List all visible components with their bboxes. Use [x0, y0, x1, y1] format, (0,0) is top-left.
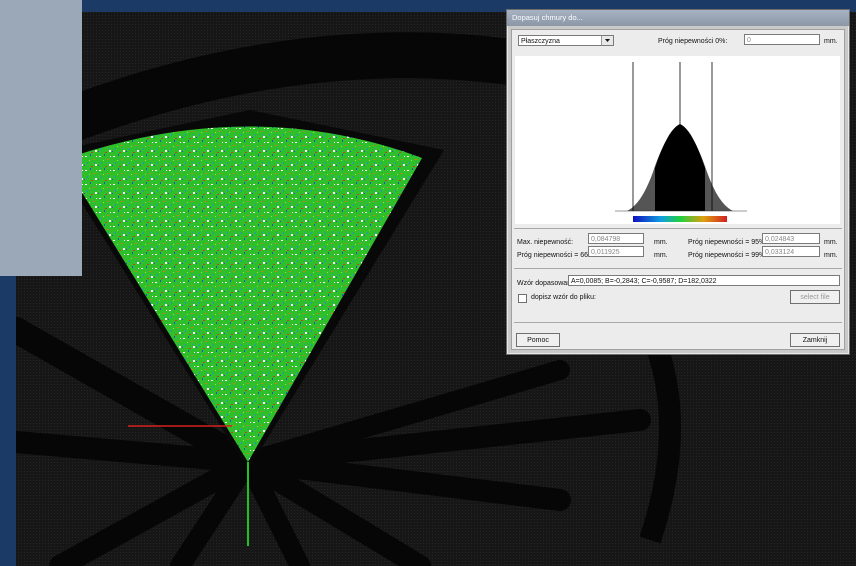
point-cloud-sector — [62, 126, 422, 462]
select-file-button[interactable]: select file — [790, 290, 840, 304]
color-scale-bar — [633, 216, 727, 222]
dialog-client: Płaszczyzna Próg niepewności 0%: 0 mm. — [511, 29, 845, 350]
max-uncertainty-value: 0,084798 — [588, 233, 644, 244]
dialog-titlebar[interactable]: Dopasuj chmury do... — [507, 10, 849, 26]
append-checkbox[interactable] — [518, 294, 527, 303]
threshold-label: Próg niepewności 0%: — [658, 38, 728, 45]
threshold-unit: mm. — [824, 38, 838, 45]
chevron-down-icon[interactable] — [601, 36, 613, 45]
formula-label: Wzór dopasowania — [517, 280, 577, 287]
threshold-input[interactable]: 0 — [744, 34, 820, 45]
max-uncertainty-label: Max. niepewność: — [517, 239, 574, 246]
threshold-66-value: 0,011925 — [588, 246, 644, 257]
mode-select[interactable]: Płaszczyzna — [518, 35, 614, 46]
threshold-95-unit: mm. — [824, 239, 838, 246]
close-button[interactable]: Zamknij — [790, 333, 840, 347]
threshold-99-unit: mm. — [824, 252, 838, 259]
max-uncertainty-unit: mm. — [654, 239, 668, 246]
mode-select-value: Płaszczyzna — [521, 38, 560, 45]
dialog-title: Dopasuj chmury do... — [512, 13, 583, 22]
desktop-panel — [0, 0, 82, 276]
uncertainty-histogram — [515, 56, 840, 224]
threshold-99-value: 0,033124 — [762, 246, 820, 257]
help-button[interactable]: Pomoc — [516, 333, 560, 347]
formula-field[interactable]: A=0,0085; B=-0,2843; C=-0,9587; D=182,03… — [568, 275, 840, 286]
threshold-66-label: Próg niepewności = 66% — [517, 252, 595, 259]
threshold-95-value: 0,024843 — [762, 233, 820, 244]
threshold-99-label: Próg niepewności = 99% — [688, 252, 766, 259]
separator — [514, 228, 842, 229]
threshold-66-unit: mm. — [654, 252, 668, 259]
append-checkbox-label: dopisz wzór do pliku: — [531, 294, 596, 301]
separator — [514, 322, 842, 323]
threshold-95-label: Próg niepewności = 95% — [688, 239, 766, 246]
separator — [514, 268, 842, 269]
fit-cloud-dialog: Dopasuj chmury do... Płaszczyzna Próg ni… — [506, 9, 850, 355]
